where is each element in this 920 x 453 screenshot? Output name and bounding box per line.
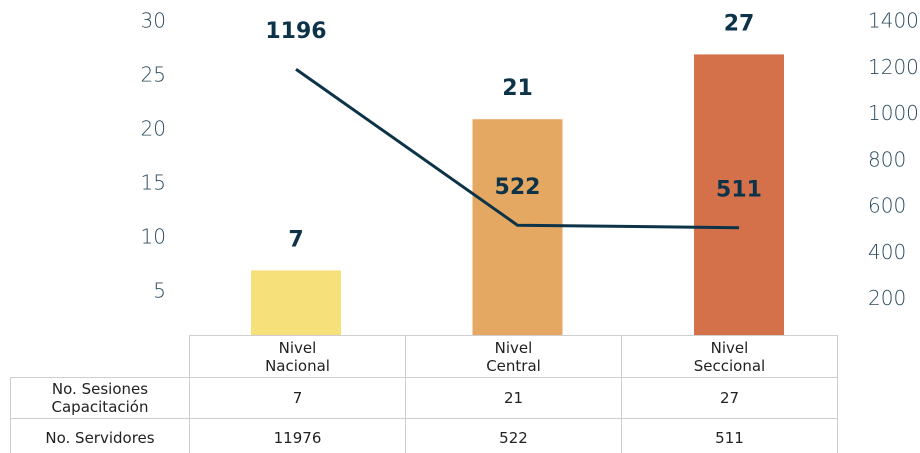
table-cell: 27 xyxy=(621,377,838,419)
line-value-label: 511 xyxy=(716,178,762,203)
y2-tick-label: 400 xyxy=(868,240,906,264)
y-tick-label: 15 xyxy=(141,171,166,195)
category-header: Nivel Nacional xyxy=(189,335,406,378)
bar xyxy=(472,119,563,346)
y2-tick-label: 800 xyxy=(868,147,906,171)
y-tick-label: 10 xyxy=(141,225,166,249)
bar xyxy=(251,270,341,346)
y2-tick-label: 1200 xyxy=(868,55,919,79)
category-header: Nivel Seccional xyxy=(621,335,838,378)
table-cell: 511 xyxy=(621,418,838,453)
table-cell: 7 xyxy=(189,377,406,419)
y2-tick-label: 200 xyxy=(868,286,906,310)
y2-tick-label: 600 xyxy=(868,194,906,218)
row-header: No. Servidores xyxy=(10,418,190,453)
line-value-label: 522 xyxy=(495,175,541,200)
y-tick-label: 5 xyxy=(153,279,166,303)
y2-tick-label: 1400 xyxy=(868,9,919,33)
y-tick-label: 20 xyxy=(141,117,166,141)
y-tick-label: 25 xyxy=(141,63,166,87)
table-cell: 21 xyxy=(405,377,622,419)
y-tick-label: 30 xyxy=(141,9,166,33)
bar xyxy=(694,54,784,347)
bar-value-label: 21 xyxy=(502,76,533,101)
bar-value-label: 7 xyxy=(288,227,303,252)
bar-value-label: 27 xyxy=(724,11,755,36)
line xyxy=(295,67,740,230)
table-cell: 522 xyxy=(405,418,622,453)
row-header: No. Sesiones Capacitación xyxy=(10,377,190,419)
y2-tick-label: 1000 xyxy=(868,101,919,125)
table-cell: 11976 xyxy=(189,418,406,453)
category-header: Nivel Central xyxy=(405,335,622,378)
line-value-label: 1196 xyxy=(265,19,326,44)
